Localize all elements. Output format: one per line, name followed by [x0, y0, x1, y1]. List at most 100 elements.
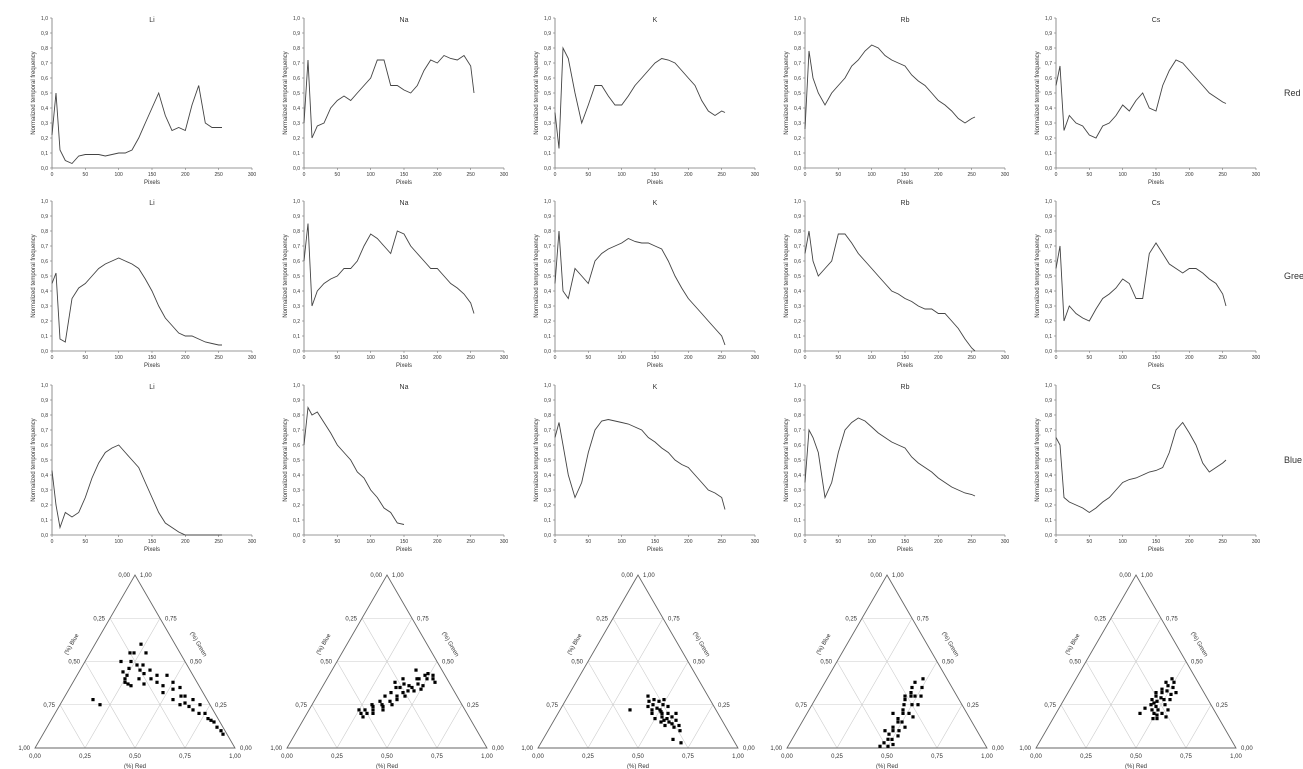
y-axis-label: Normalized temporal frequency [1035, 234, 1041, 317]
panel-title: K [653, 384, 658, 391]
x-tick-label: 0 [303, 172, 306, 178]
scatter-point [916, 703, 919, 706]
y-tick-label: 0,0 [1045, 533, 1052, 539]
scatter-point [142, 672, 145, 675]
scatter-point [359, 712, 362, 715]
blue-tick-label: 0,25 [845, 616, 857, 622]
scatter-point [674, 719, 677, 722]
y-axis-label: Normalized temporal frequency [283, 51, 289, 134]
green-tick-label: 0,25 [718, 703, 730, 709]
y-tick-label: 0,5 [544, 458, 551, 464]
green-tick-label: 0,50 [190, 660, 202, 666]
x-tick-label: 300 [248, 355, 257, 361]
row-label-red: Red [1284, 88, 1301, 98]
blue-tick-label: 0,75 [795, 703, 807, 709]
red-tick-label: 0,25 [79, 754, 91, 760]
y-tick-label: 0,5 [1045, 458, 1052, 464]
x-tick-label: 100 [366, 355, 375, 361]
x-tick-label: 100 [617, 539, 626, 545]
y-tick-label: 0,5 [794, 91, 801, 97]
y-tick-label: 0,6 [293, 76, 300, 82]
red-tick-label: 0,25 [831, 754, 843, 760]
y-tick-label: 0,8 [41, 229, 48, 235]
series-line [555, 231, 725, 345]
scatter-point [670, 715, 673, 718]
x-tick-label: 100 [1118, 539, 1127, 545]
series-line [304, 408, 404, 525]
scatter-point [161, 691, 164, 694]
y-tick-label: 0,0 [41, 349, 48, 355]
panel-title: Rb [901, 17, 910, 24]
scatter-point [891, 726, 894, 729]
y-tick-label: 0,7 [41, 61, 48, 67]
x-tick-label: 0 [554, 172, 557, 178]
y-tick-label: 0,3 [41, 121, 48, 127]
green-tick-label: 0,75 [1166, 616, 1178, 622]
scatter-point [1155, 714, 1158, 717]
y-tick-label: 0,2 [794, 503, 801, 509]
x-tick-label: 100 [114, 539, 123, 545]
grid-line [688, 705, 713, 748]
green-tick-label: 1,00 [643, 573, 655, 579]
y-tick-label: 0,8 [293, 46, 300, 52]
blue-tick-label: 0,50 [1069, 660, 1081, 666]
y-tick-label: 0,6 [1045, 443, 1052, 449]
scatter-point [142, 682, 145, 685]
y-tick-label: 0,3 [794, 488, 801, 494]
y-tick-label: 0,3 [544, 488, 551, 494]
scatter-point [1151, 717, 1154, 720]
grid-line [312, 705, 337, 748]
y-tick-label: 0,6 [41, 76, 48, 82]
y-tick-label: 0,3 [794, 304, 801, 310]
x-tick-label: 250 [214, 172, 223, 178]
y-axis-label: Normalized temporal frequency [784, 51, 790, 134]
red-tick-label: 0,00 [781, 754, 793, 760]
red-tick-label: 0,25 [331, 754, 343, 760]
series-line [805, 231, 975, 351]
y-tick-label: 0,5 [41, 458, 48, 464]
y-tick-label: 0,7 [41, 428, 48, 434]
y-tick-label: 1,0 [544, 383, 551, 389]
x-tick-label: 250 [717, 172, 726, 178]
green-tick-label: 0,00 [492, 746, 504, 752]
y-tick-label: 0,9 [293, 214, 300, 220]
y-tick-label: 1,0 [1045, 199, 1052, 205]
y-tick-label: 0,8 [544, 413, 551, 419]
y-tick-label: 0,7 [293, 244, 300, 250]
red-tick-label: 1,00 [229, 754, 241, 760]
blue-tick-label: 0,75 [43, 703, 55, 709]
scatter-point [663, 724, 666, 727]
x-tick-label: 50 [836, 539, 842, 545]
y-tick-label: 0,2 [41, 503, 48, 509]
scatter-point [913, 695, 916, 698]
x-tick-label: 150 [901, 172, 910, 178]
y-tick-label: 0,9 [544, 31, 551, 37]
red-tick-label: 0,50 [881, 754, 893, 760]
scatter-point [433, 681, 436, 684]
scatter-point [426, 672, 429, 675]
x-tick-label: 300 [248, 539, 257, 545]
blue-axis-label: (%) Blue [64, 632, 81, 655]
x-tick-label: 50 [335, 172, 341, 178]
x-axis-label: Pixels [396, 180, 412, 186]
y-tick-label: 0,3 [293, 121, 300, 127]
y-tick-label: 0,0 [293, 166, 300, 172]
scatter-point [921, 677, 924, 680]
x-tick-label: 200 [934, 539, 943, 545]
blue-tick-label: 0,00 [1119, 573, 1131, 579]
scatter-point [406, 689, 409, 692]
x-tick-label: 50 [1087, 355, 1093, 361]
scatter-point [1143, 707, 1146, 710]
x-tick-label: 100 [867, 355, 876, 361]
y-tick-label: 0,6 [1045, 76, 1052, 82]
y-tick-label: 0,4 [293, 473, 300, 479]
scatter-point [662, 698, 665, 701]
scatter-point [414, 669, 417, 672]
scatter-point [417, 677, 420, 680]
scatter-point [920, 686, 923, 689]
scatter-point [657, 700, 660, 703]
y-axis-label: Normalized temporal frequency [283, 234, 289, 317]
blue-tick-label: 0,00 [370, 573, 382, 579]
y-tick-label: 0,5 [1045, 91, 1052, 97]
y-tick-label: 0,2 [293, 503, 300, 509]
